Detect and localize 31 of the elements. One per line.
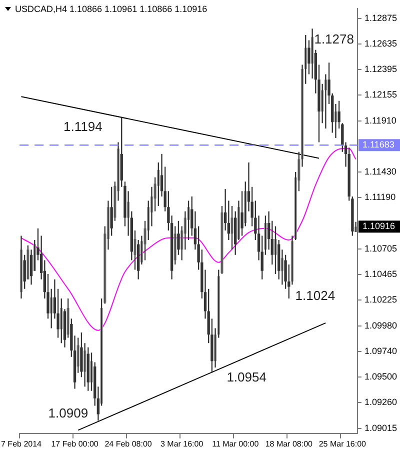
line-series <box>20 148 356 331</box>
y-tick-label: 1.09980 <box>364 320 398 331</box>
x-tick-label: 17 Feb 00:00 <box>51 439 99 448</box>
text: 1.10916 <box>362 221 396 232</box>
x-tick-label: 25 Mar 16:00 <box>318 439 367 448</box>
annotation: 1.0954 <box>226 369 266 384</box>
x-tick-label: 7 Feb 2014 <box>1 439 42 448</box>
x-tick-label: 3 Mar 16:00 <box>160 439 204 448</box>
y-tick-label: 1.11190 <box>364 192 396 202</box>
y-tick-label: 1.11910 <box>364 116 396 126</box>
y-tick-label: 1.11430 <box>364 166 396 177</box>
y-tick-label: 1.12395 <box>364 64 398 74</box>
y-tick-label: 1.12155 <box>364 89 398 100</box>
x-tick-label: 18 Mar 08:00 <box>265 439 314 448</box>
y-tick-label: 1.10225 <box>364 294 398 305</box>
y-tick-label: 1.09260 <box>364 397 398 408</box>
chart-title: USDCAD,H4 1.10866 1.10961 1.10866 1.10916 <box>15 4 208 14</box>
y-tick-label: 1.10465 <box>364 269 398 280</box>
x-tick-label: 11 Mar 00:00 <box>212 439 260 448</box>
y-tick-label: 1.12635 <box>364 38 398 48</box>
x-tick-label: 24 Feb 08:00 <box>104 439 152 448</box>
annotation: 1.1024 <box>295 288 336 304</box>
y-tick-label: 1.09015 <box>364 423 398 434</box>
ref-line-label: 1.11683 <box>362 140 394 150</box>
y-tick-label: 1.12875 <box>364 12 398 23</box>
annotation: 1.1278 <box>314 31 354 46</box>
y-tick-label: 1.09740 <box>364 346 398 356</box>
annotation: 1.0909 <box>48 405 88 420</box>
annotation: 1.1194 <box>64 118 102 134</box>
y-tick-label: 1.10705 <box>364 244 398 254</box>
y-tick-label: 1.09500 <box>364 372 398 382</box>
